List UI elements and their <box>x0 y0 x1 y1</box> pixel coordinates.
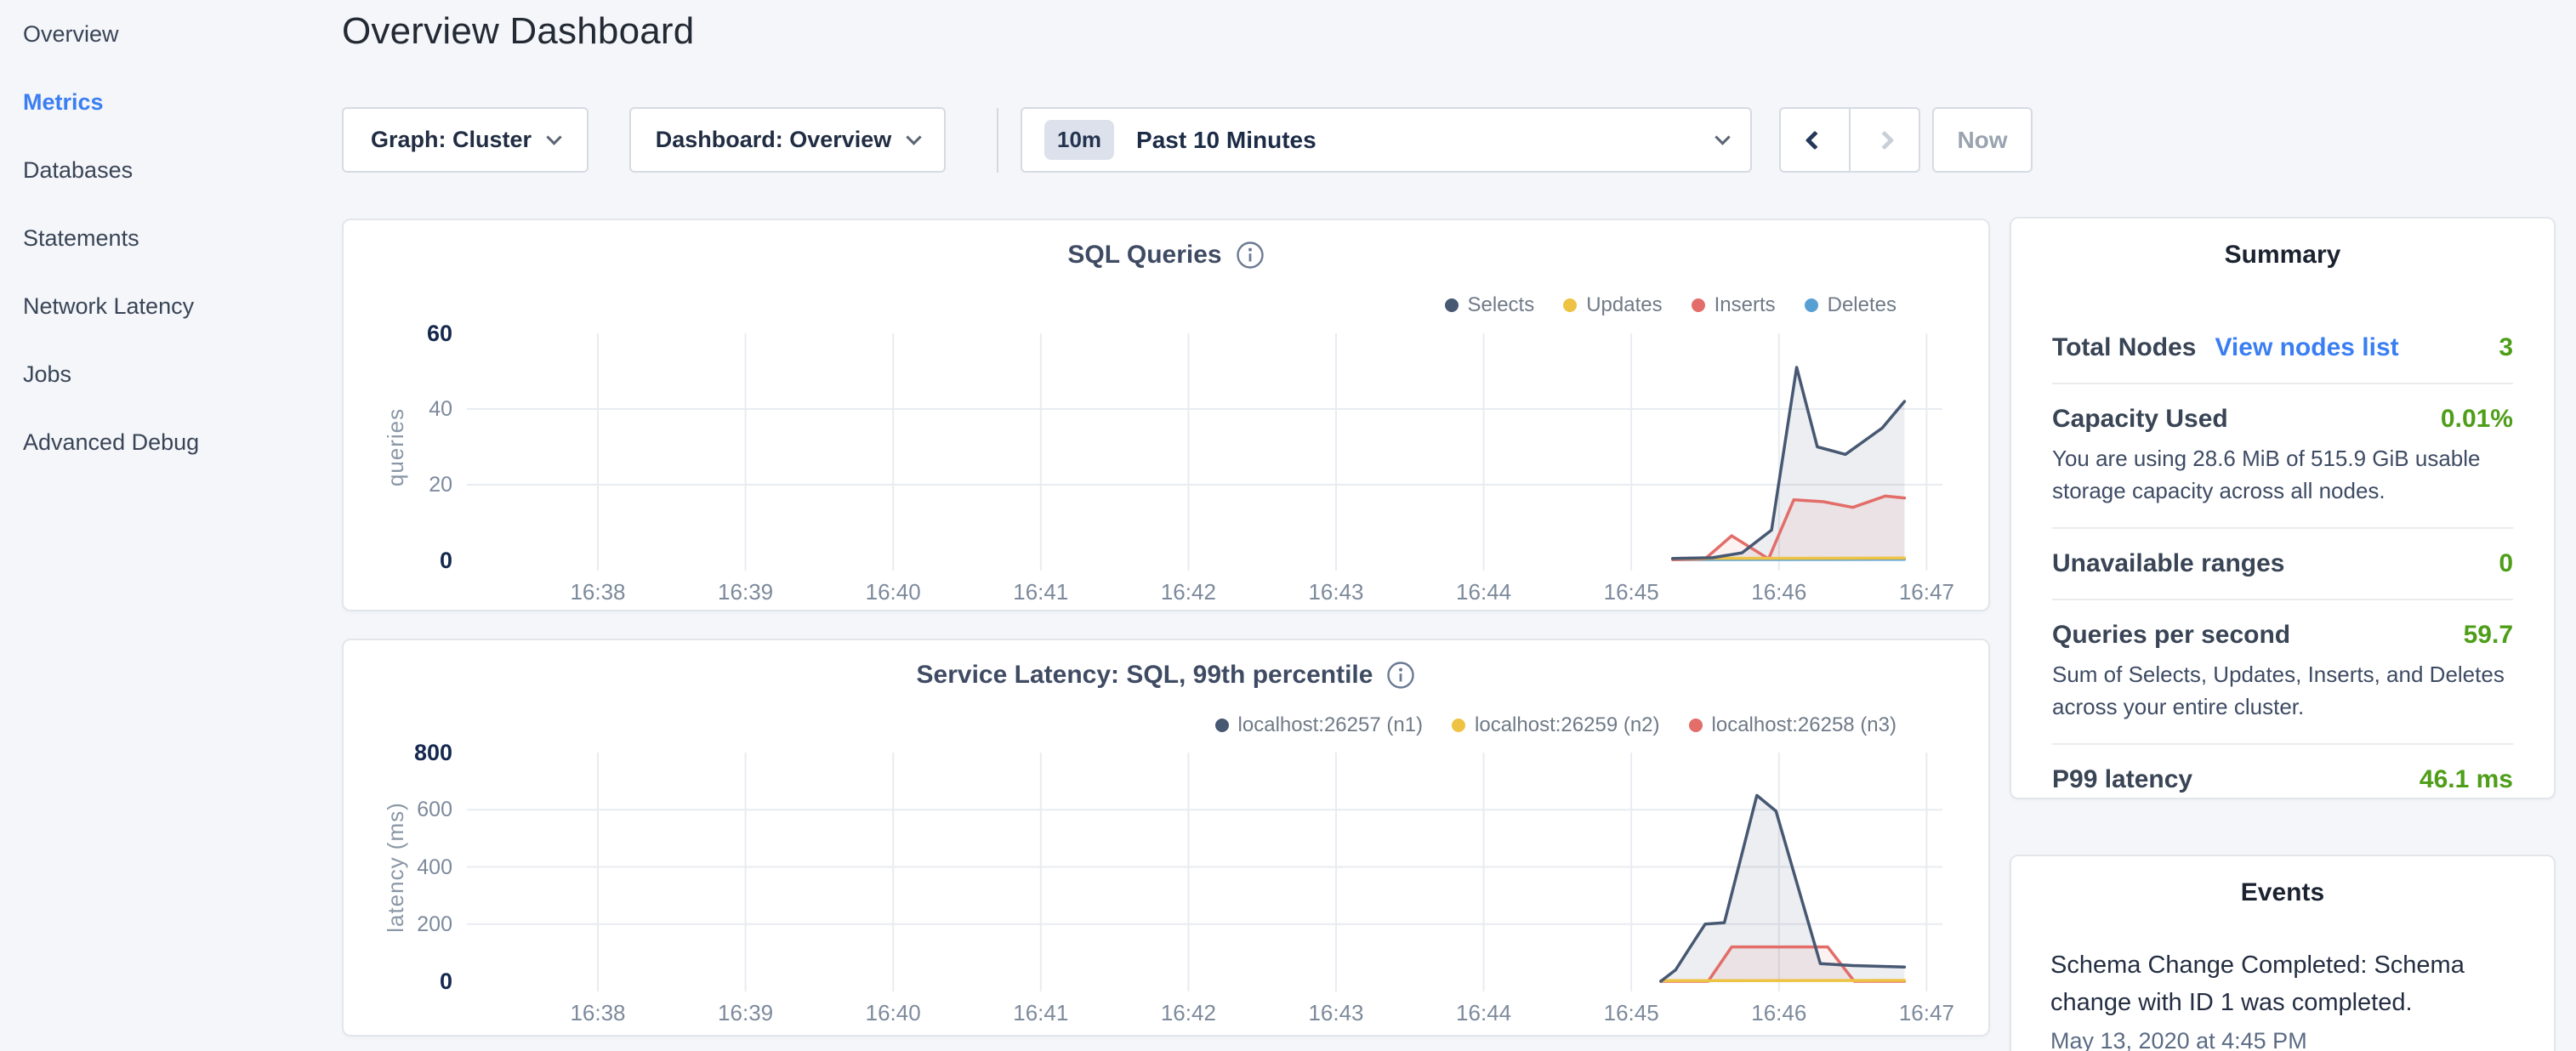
y-axis-label: latency (ms) <box>383 757 410 978</box>
events-panel: Events Schema Change Completed: Schema c… <box>2010 855 2556 1051</box>
summary-rows: Total Nodes View nodes list 3 Capacity Used… <box>2052 333 2513 815</box>
summary-row-header: P99 latency 46.1 ms <box>2052 765 2513 794</box>
summary-row-value: 3 <box>2499 333 2513 362</box>
x-axis-tick: 16:40 <box>833 1000 952 1026</box>
sidebar-item-databases[interactable]: Databases <box>23 153 133 187</box>
summary-panel: Summary Total Nodes View nodes list 3 Capac… <box>2010 217 2556 799</box>
events-list: Schema Change Completed: Schema change w… <box>2050 946 2515 1051</box>
graph-selector-dropdown[interactable]: Graph: Cluster <box>342 107 589 173</box>
x-axis-tick: 16:44 <box>1424 579 1544 605</box>
chevron-down-icon <box>1714 129 1730 145</box>
time-forward-button[interactable] <box>1851 109 1919 171</box>
summary-row-header: Unavailable ranges 0 <box>2052 549 2513 578</box>
summary-row-queries-per-second: Queries per second 59.7 Sum of Selects, Up… <box>2052 599 2513 743</box>
page-title: Overview Dashboard <box>342 10 694 53</box>
summary-row-header: Queries per second 59.7 <box>2052 621 2513 650</box>
now-button[interactable]: Now <box>1932 107 2033 173</box>
summary-row-header: Capacity Used 0.01% <box>2052 405 2513 434</box>
event-text: Schema Change Completed: Schema change w… <box>2050 946 2515 1021</box>
x-axis-tick: 16:43 <box>1277 579 1396 605</box>
x-axis-tick: 16:41 <box>981 579 1100 605</box>
sidebar-item-statements[interactable]: Statements <box>23 221 139 255</box>
time-back-button[interactable] <box>1781 109 1851 171</box>
summary-row-label: Total Nodes <box>2052 333 2196 362</box>
chart-plot[interactable] <box>344 220 1992 613</box>
dashboard-selector-dropdown[interactable]: Dashboard: Overview <box>629 107 946 173</box>
sidebar-item-jobs[interactable]: Jobs <box>23 357 71 391</box>
x-axis-tick: 16:45 <box>1572 579 1691 605</box>
summary-row-link[interactable]: View nodes list <box>2215 333 2398 362</box>
summary-row-unavailable-ranges: Unavailable ranges 0 <box>2052 527 2513 599</box>
time-pager <box>1779 107 1920 173</box>
time-window-badge: 10m <box>1044 120 1114 160</box>
summary-title: Summary <box>2011 241 2554 270</box>
summary-row-label: Queries per second <box>2052 621 2290 650</box>
event-timestamp: May 13, 2020 at 4:45 PM <box>2050 1028 2515 1051</box>
summary-row-value: 46.1 ms <box>2420 765 2513 794</box>
sidebar-item-metrics[interactable]: Metrics <box>23 85 104 119</box>
graph-selector-label: Graph: Cluster <box>371 127 532 153</box>
chevron-left-icon <box>1805 130 1825 150</box>
x-axis-tick: 16:46 <box>1720 1000 1839 1026</box>
chevron-right-icon <box>1875 130 1895 150</box>
x-axis-tick: 16:43 <box>1277 1000 1396 1026</box>
time-range-dropdown[interactable]: 10m Past 10 Minutes <box>1021 107 1752 173</box>
summary-row-value: 0 <box>2499 549 2513 578</box>
sidebar-item-advanced-debug[interactable]: Advanced Debug <box>23 425 199 459</box>
summary-row-total-nodes: Total Nodes View nodes list 3 <box>2052 333 2513 383</box>
x-axis-tick: 16:39 <box>686 579 805 605</box>
sidebar-item-overview[interactable]: Overview <box>23 17 119 51</box>
summary-row-label: Capacity Used <box>2052 405 2228 434</box>
x-axis-tick: 16:40 <box>833 579 952 605</box>
x-axis-tick: 16:47 <box>1867 1000 1986 1026</box>
x-axis-tick: 16:42 <box>1129 579 1248 605</box>
summary-row-description: Sum of Selects, Updates, Inserts, and De… <box>2052 658 2513 723</box>
sidebar-item-network-latency[interactable]: Network Latency <box>23 289 194 323</box>
summary-row-description: You are using 28.6 MiB of 515.9 GiB usab… <box>2052 442 2513 507</box>
sql-queries-chart-card: SQL QueriesSelectsUpdatesInsertsDeletes0… <box>342 219 1990 611</box>
chart-plot[interactable] <box>344 640 1992 1038</box>
x-axis-tick: 16:38 <box>538 579 657 605</box>
y-axis-label: queries <box>383 337 410 558</box>
summary-row-header: Total Nodes View nodes list 3 <box>2052 333 2513 362</box>
summary-row-capacity-used: Capacity Used 0.01% You are using 28.6 MiB… <box>2052 383 2513 527</box>
event-item[interactable]: Schema Change Completed: Schema change w… <box>2050 946 2515 1051</box>
x-axis-tick: 16:42 <box>1129 1000 1248 1026</box>
chevron-down-icon <box>546 129 561 145</box>
x-axis-tick: 16:38 <box>538 1000 657 1026</box>
summary-row-label: Unavailable ranges <box>2052 549 2284 578</box>
x-axis-tick: 16:39 <box>686 1000 805 1026</box>
sidebar: Overview Metrics Databases Statements Networ… <box>0 0 340 1051</box>
time-window-label: Past 10 Minutes <box>1136 127 1717 154</box>
x-axis-tick: 16:46 <box>1720 579 1839 605</box>
summary-row-p99-latency: P99 latency 46.1 ms <box>2052 743 2513 815</box>
events-title: Events <box>2011 878 2554 907</box>
x-axis-tick: 16:47 <box>1867 579 1986 605</box>
service-latency-chart-card: Service Latency: SQL, 99th percentileloc… <box>342 639 1990 1037</box>
summary-row-label: P99 latency <box>2052 765 2192 794</box>
summary-row-value: 59.7 <box>2464 621 2513 650</box>
toolbar-divider <box>997 108 998 173</box>
x-axis-tick: 16:44 <box>1424 1000 1544 1026</box>
x-axis-tick: 16:45 <box>1572 1000 1691 1026</box>
dashboard-selector-label: Dashboard: Overview <box>656 127 892 153</box>
summary-row-value: 0.01% <box>2441 405 2513 434</box>
x-axis-tick: 16:41 <box>981 1000 1100 1026</box>
chevron-down-icon <box>907 129 922 145</box>
